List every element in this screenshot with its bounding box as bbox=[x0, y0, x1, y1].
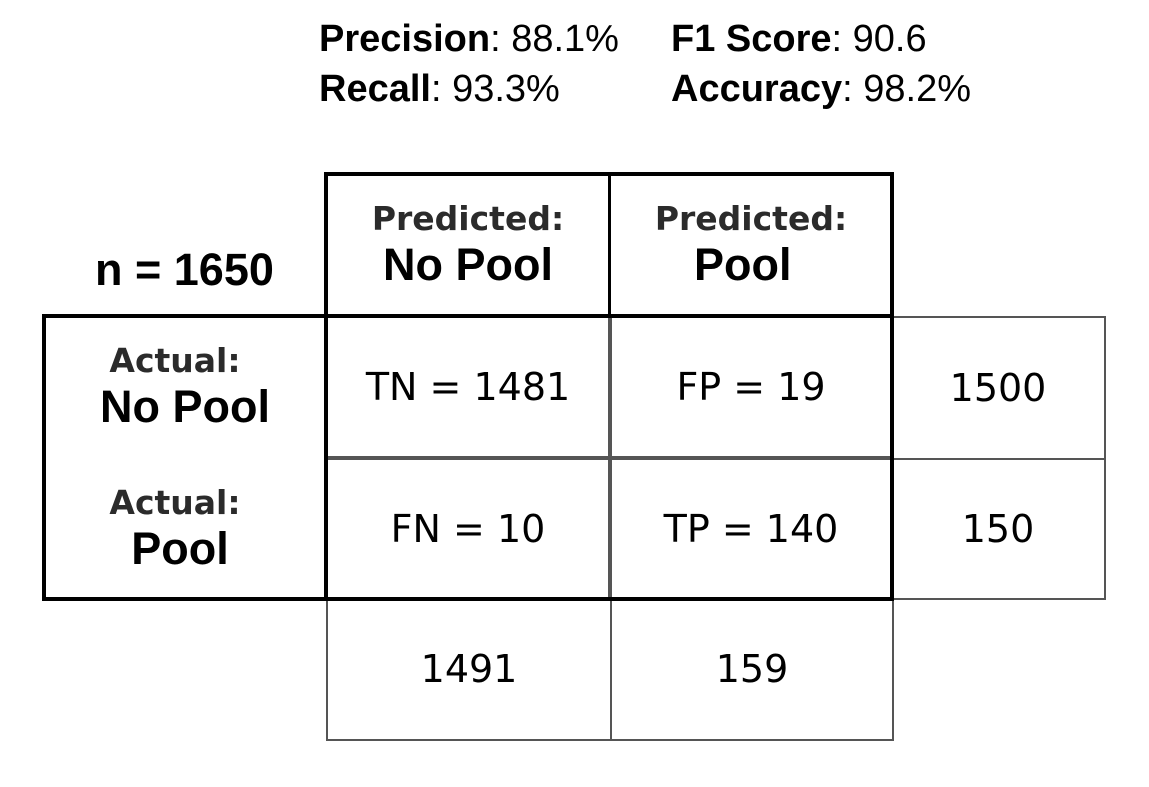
column-header-no-pool: Predicted: No Pool bbox=[326, 174, 610, 316]
false-positive-cell: FP = 19 bbox=[610, 316, 892, 458]
precision-label: Precision bbox=[319, 18, 491, 60]
sample-size-label: n = 1650 bbox=[95, 244, 274, 295]
column-header-name: Pool bbox=[694, 239, 792, 290]
column-header-name: No Pool bbox=[383, 239, 553, 290]
f1-label: F1 Score bbox=[671, 18, 832, 60]
row-header-no-pool: Actual: No Pool bbox=[44, 316, 326, 458]
precision-value: : 88.1% bbox=[490, 18, 619, 60]
true-positive-cell: TP = 140 bbox=[610, 458, 892, 599]
column-total-pool: 159 bbox=[610, 597, 894, 741]
row-header-divider bbox=[324, 314, 328, 601]
recall-label: Recall bbox=[319, 68, 431, 110]
row-header-pool: Actual: Pool bbox=[44, 458, 326, 599]
row-header-prefix: Actual: bbox=[109, 482, 241, 522]
header-divider bbox=[608, 172, 611, 316]
row-total-no-pool: 1500 bbox=[890, 316, 1106, 460]
row-total-pool: 150 bbox=[890, 458, 1106, 600]
accuracy-metric: Accuracy: 98.2% bbox=[671, 64, 971, 114]
recall-value: : 93.3% bbox=[430, 68, 560, 110]
accuracy-label: Accuracy bbox=[671, 68, 843, 110]
column-header-pool: Predicted: Pool bbox=[610, 174, 892, 316]
recall-metric: Recall: 93.3% bbox=[319, 64, 560, 114]
column-header-prefix: Predicted: bbox=[654, 199, 848, 238]
precision-metric: Precision: 88.1% bbox=[319, 14, 619, 64]
row-header-name: Pool bbox=[131, 522, 229, 574]
row-header-prefix: Actual: bbox=[109, 341, 241, 380]
f1-value: : 90.6 bbox=[831, 18, 927, 60]
row-header-name: No Pool bbox=[100, 381, 270, 432]
accuracy-value: : 98.2% bbox=[842, 68, 971, 110]
column-header-prefix: Predicted: bbox=[371, 199, 565, 238]
false-negative-cell: FN = 10 bbox=[326, 458, 610, 599]
f1-metric: F1 Score: 90.6 bbox=[671, 14, 927, 64]
true-negative-cell: TN = 1481 bbox=[326, 316, 610, 458]
column-total-no-pool: 1491 bbox=[326, 597, 612, 741]
